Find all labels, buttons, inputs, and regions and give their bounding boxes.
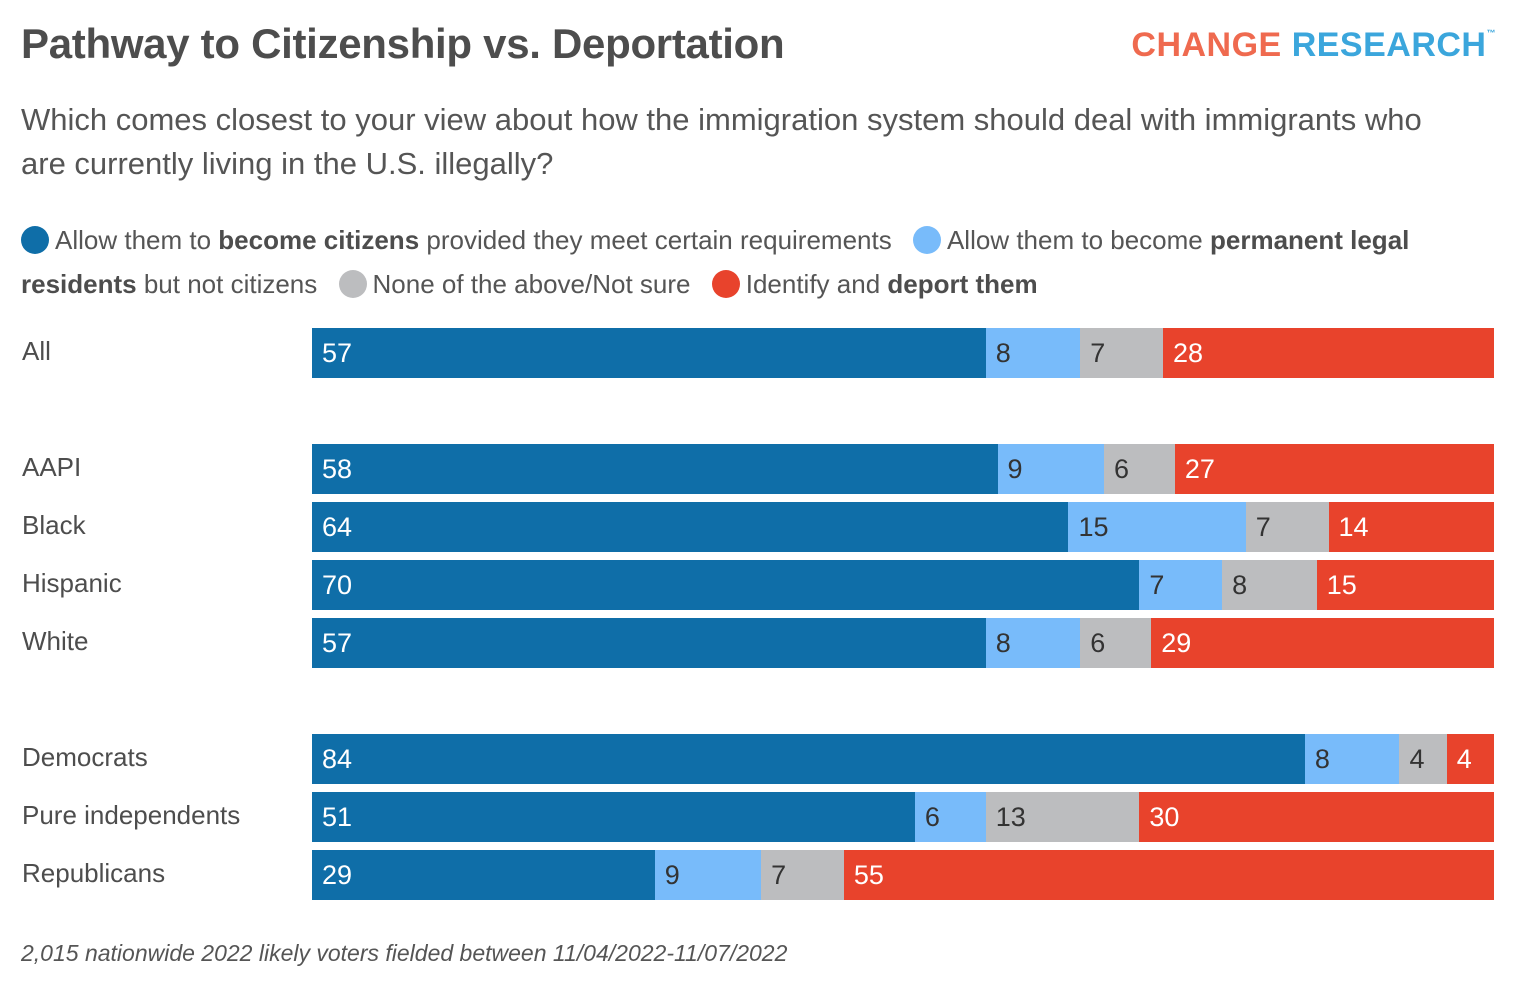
- bar-segment: 8: [1304, 734, 1400, 784]
- bar-segment: 28: [1163, 328, 1494, 378]
- bar-segment: 6: [914, 792, 986, 842]
- bar-segment: 7: [1139, 560, 1223, 610]
- category-label: Pure independents: [22, 800, 241, 830]
- data-label: 9: [664, 860, 680, 890]
- bar-segment: 8: [1222, 560, 1317, 610]
- data-label: 15: [1078, 512, 1109, 542]
- data-label: 7: [771, 860, 787, 890]
- data-label: 8: [995, 628, 1011, 658]
- bar-segment: 7: [1245, 502, 1329, 552]
- bar-segment: 7: [761, 850, 844, 900]
- bar-segment: 13: [985, 792, 1140, 842]
- data-label: 70: [322, 570, 353, 600]
- data-label: 4: [1456, 744, 1472, 774]
- data-label: 58: [322, 454, 353, 484]
- data-label: 27: [1184, 454, 1215, 484]
- legend-text-bold: deport them: [887, 269, 1038, 299]
- bar-segment: 4: [1399, 734, 1447, 784]
- data-label: 13: [995, 802, 1026, 832]
- bar-segment: 8: [985, 328, 1081, 378]
- bar-segment: 14: [1328, 502, 1494, 552]
- bar-segment: 27: [1174, 444, 1494, 494]
- data-label: 7: [1149, 570, 1165, 600]
- legend-text-post: but not citizens: [136, 269, 318, 299]
- data-label: 4: [1409, 744, 1425, 774]
- legend-item-deport: Identify and deport them: [711, 269, 1038, 299]
- legend-swatch-icon: [912, 226, 941, 254]
- data-label: 57: [322, 338, 353, 368]
- change-research-logo: CHANGE RESEARCH™: [1131, 26, 1496, 65]
- data-label: 6: [1113, 454, 1129, 484]
- data-label: 8: [1232, 570, 1248, 600]
- data-label: 55: [853, 860, 884, 890]
- logo-text-research: RESEARCH: [1291, 26, 1487, 64]
- legend-text-pre: Allow them to: [55, 225, 219, 255]
- bar-segment: 15: [1068, 502, 1246, 552]
- data-label: 7: [1255, 512, 1271, 542]
- bar-segment: 51: [312, 792, 915, 842]
- bar-segment: 57: [312, 328, 986, 378]
- data-label: 30: [1149, 802, 1180, 832]
- legend-text-post: provided they meet certain requirements: [419, 225, 892, 255]
- data-label: 8: [1314, 744, 1330, 774]
- chart-title: Pathway to Citizenship vs. Deportation: [21, 20, 785, 67]
- data-label: 14: [1338, 512, 1369, 542]
- category-label: Republicans: [22, 858, 166, 888]
- legend-text-pre: Identify and: [745, 269, 888, 299]
- legend-item-legal-residents: Allow them to become permanent legal res…: [21, 225, 1409, 299]
- bar-segment: 6: [1103, 444, 1175, 494]
- bar-segment: 64: [312, 502, 1069, 552]
- bar-segment: 15: [1316, 560, 1494, 610]
- category-label: All: [22, 336, 51, 366]
- category-label: Black: [22, 510, 86, 540]
- chart-legend: Allow them to become citizens provided t…: [21, 218, 1441, 306]
- legend-text-bold: permanent legal residents: [21, 225, 1410, 299]
- logo-trademark: ™: [1486, 28, 1496, 38]
- legend-item-citizens: Allow them to become citizens provided t…: [21, 225, 899, 255]
- bar-segment: 30: [1139, 792, 1494, 842]
- legend-text-pre: Allow them to become: [946, 225, 1210, 255]
- data-label: 15: [1326, 570, 1357, 600]
- bar-segment: 7: [1080, 328, 1164, 378]
- bar-segment: 55: [843, 850, 1494, 900]
- bar-segment: 58: [312, 444, 998, 494]
- legend-text-bold: become citizens: [218, 225, 420, 255]
- bar-segment: 84: [312, 734, 1305, 784]
- category-label: White: [22, 626, 89, 656]
- data-label: 51: [322, 802, 353, 832]
- data-label: 6: [924, 802, 940, 832]
- category-label: AAPI: [22, 452, 82, 482]
- bar-segment: 6: [1080, 618, 1152, 668]
- data-label: 64: [322, 512, 353, 542]
- bar-segment: 4: [1446, 734, 1494, 784]
- data-label: 6: [1090, 628, 1106, 658]
- bar-segment: 9: [654, 850, 762, 900]
- bar-segment: 9: [997, 444, 1104, 494]
- data-label: 29: [322, 860, 353, 890]
- data-label: 29: [1161, 628, 1192, 658]
- legend-text-pre: None of the above/Not sure: [372, 269, 691, 299]
- chart-subtitle: Which comes closest to your view about h…: [21, 102, 1422, 181]
- legend-swatch-icon: [711, 270, 740, 298]
- data-label: 8: [995, 338, 1011, 368]
- bar-segment: 29: [1151, 618, 1494, 668]
- logo-text-change: CHANGE: [1131, 26, 1282, 64]
- data-label: 7: [1090, 338, 1106, 368]
- chart-footnote: 2,015 nationwide 2022 likely voters fiel…: [21, 940, 788, 966]
- category-label: Democrats: [22, 742, 148, 772]
- data-label: 57: [322, 628, 353, 658]
- legend-swatch-icon: [338, 270, 367, 298]
- bar-segment: 57: [312, 618, 986, 668]
- legend-swatch-icon: [21, 226, 49, 254]
- data-label: 9: [1007, 454, 1023, 484]
- data-label: 28: [1173, 338, 1204, 368]
- data-label: 84: [322, 744, 353, 774]
- legend-item-not-sure: None of the above/Not sure: [338, 269, 698, 299]
- bar-segment: 8: [985, 618, 1081, 668]
- bar-segment: 70: [312, 560, 1140, 610]
- category-label: Hispanic: [22, 568, 122, 598]
- bar-segment: 29: [312, 850, 655, 900]
